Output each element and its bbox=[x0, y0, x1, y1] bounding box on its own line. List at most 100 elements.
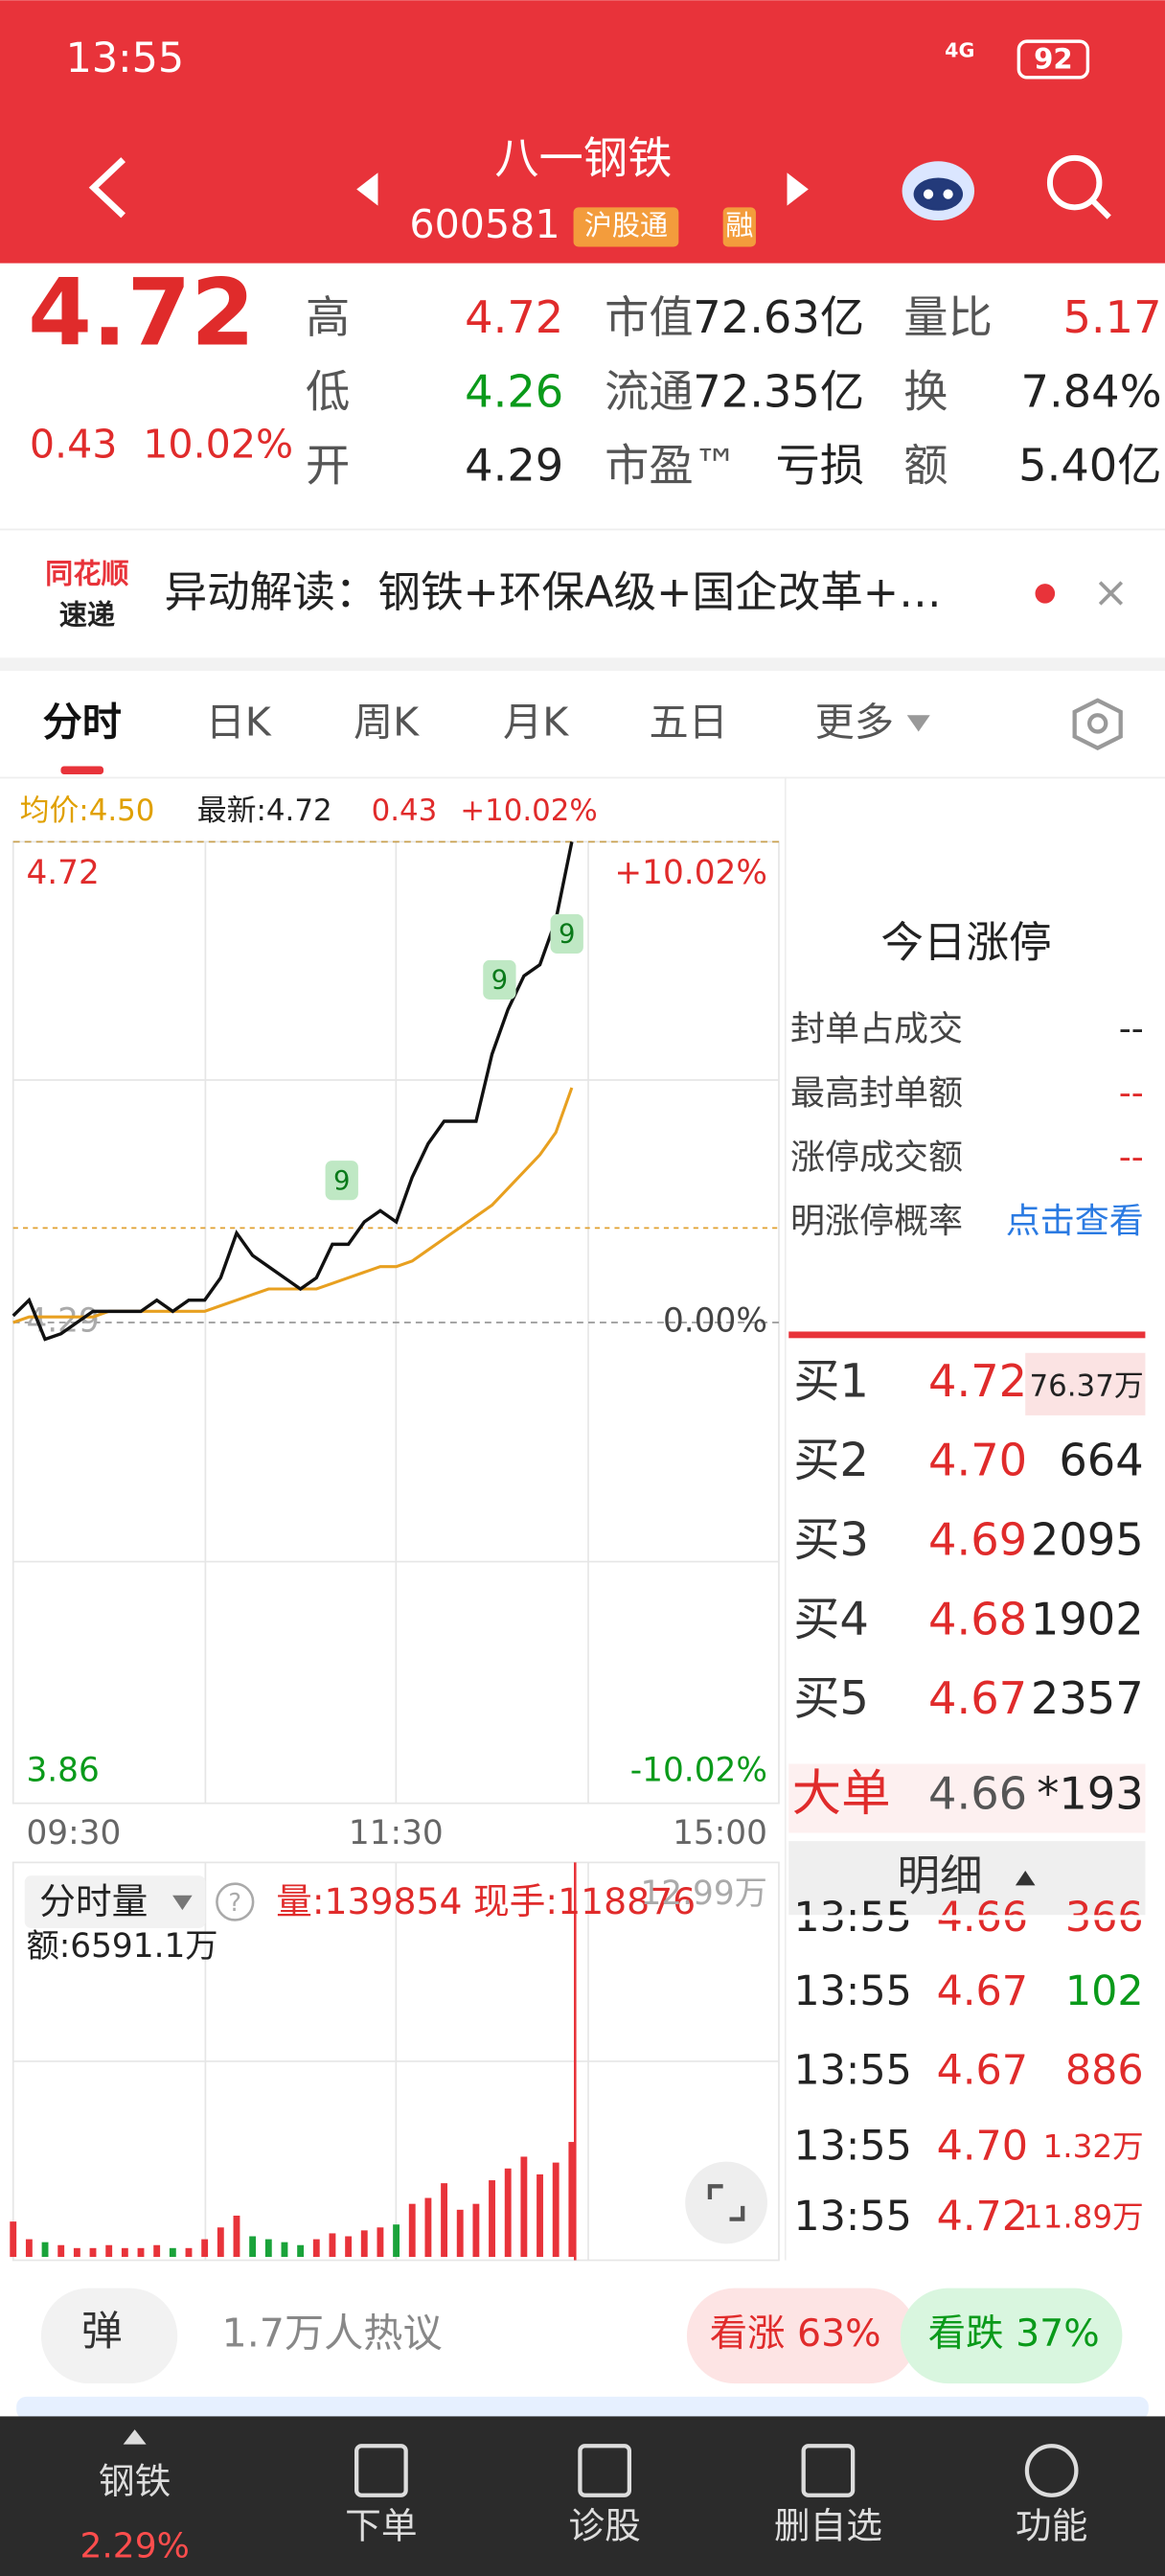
volume-bar bbox=[105, 2244, 113, 2258]
trade-vol: 11.89万 bbox=[1023, 2199, 1144, 2236]
bid-name: 买5 bbox=[793, 1672, 869, 1726]
big-order-price: 4.66 bbox=[928, 1767, 1027, 1819]
stock-code: 600581 bbox=[409, 201, 560, 247]
big-order-bg bbox=[788, 1763, 1146, 1833]
settings-icon[interactable] bbox=[1072, 698, 1123, 750]
bid-vol: 2357 bbox=[1031, 1672, 1144, 1724]
trade-mask bbox=[788, 1915, 1146, 1920]
tab: 日K bbox=[206, 700, 272, 746]
signal-badge bbox=[325, 1161, 358, 1201]
volume-bar bbox=[73, 2247, 80, 2258]
news-logo bbox=[40, 555, 135, 635]
tab: 更多 bbox=[815, 700, 894, 746]
next-stock[interactable] bbox=[787, 172, 809, 206]
tab-underline bbox=[60, 766, 104, 775]
news-source: 速递 bbox=[59, 598, 115, 631]
trade-time: 13:55 bbox=[793, 2046, 912, 2094]
assistant-icon[interactable] bbox=[902, 161, 975, 221]
stat-label: 市值 bbox=[605, 291, 694, 343]
stat-label: 开 bbox=[306, 440, 350, 492]
search-icon[interactable] bbox=[1046, 154, 1111, 219]
expand-icon bbox=[707, 2184, 745, 2221]
dropdown-arrow bbox=[906, 715, 930, 732]
nav-sector-pct: 2.29% bbox=[80, 2527, 189, 2566]
panel-value: -- bbox=[1119, 1010, 1144, 1049]
stat-value: 72.63亿 bbox=[693, 291, 864, 343]
battery: 92 bbox=[1034, 43, 1073, 76]
volume-selector[interactable] bbox=[24, 1875, 206, 1929]
trade-price: 4.67 bbox=[937, 2046, 1028, 2094]
latest-info: 最新:4.72 bbox=[197, 794, 332, 828]
prev-stock[interactable] bbox=[356, 172, 378, 206]
news-source: 同花顺 bbox=[45, 558, 128, 590]
change-pct: 10.02% bbox=[143, 422, 293, 468]
volume-bar bbox=[472, 2203, 480, 2258]
bid-price: 4.67 bbox=[928, 1672, 1027, 1724]
signal-badge-text: 9 bbox=[333, 1166, 350, 1196]
panel-value: -- bbox=[1119, 1138, 1144, 1177]
nav-arrow[interactable] bbox=[123, 2429, 147, 2445]
volume-total: 量:139854 bbox=[276, 1880, 462, 1922]
volume-bar bbox=[489, 2180, 495, 2258]
volume-bar bbox=[568, 2142, 576, 2258]
tab: 月K bbox=[503, 700, 569, 746]
panel-label: 封单占成交 bbox=[790, 1010, 963, 1049]
price-line bbox=[11, 841, 574, 1342]
help-icon[interactable] bbox=[216, 1882, 255, 1921]
news-text: 异动解读：钢铁+环保A级+国企改革+… bbox=[165, 567, 942, 617]
detail-bar[interactable] bbox=[788, 1841, 1146, 1916]
volume-bar bbox=[137, 2247, 145, 2258]
trade-price: 4.72 bbox=[937, 2193, 1028, 2241]
volume-bar bbox=[10, 2221, 17, 2258]
pct-info: +10.02% bbox=[460, 794, 598, 828]
nav-icon bbox=[801, 2444, 856, 2497]
close-news[interactable]: × bbox=[1093, 567, 1129, 617]
volume-bar bbox=[393, 2224, 400, 2258]
bid-price: 4.68 bbox=[928, 1593, 1027, 1644]
trade-price: 4.70 bbox=[937, 2122, 1028, 2170]
tag-bg bbox=[573, 207, 679, 247]
volume-bar bbox=[329, 2233, 336, 2258]
panel-label: 最高封单额 bbox=[790, 1073, 963, 1113]
volume-bar bbox=[89, 2247, 97, 2258]
volume-bar bbox=[408, 2203, 416, 2258]
change-info: 0.43 bbox=[372, 794, 438, 828]
stat-value: 亏损 bbox=[776, 440, 865, 492]
signal-badge bbox=[483, 959, 516, 1000]
volume-bar bbox=[169, 2247, 176, 2258]
bid-vol: 76.37万 bbox=[1029, 1368, 1143, 1403]
bid-name: 买2 bbox=[793, 1434, 869, 1487]
volume-arrow bbox=[172, 1895, 193, 1911]
bid-vol: 2095 bbox=[1031, 1514, 1144, 1566]
tab: 周K bbox=[354, 700, 420, 746]
nav-item: 诊股 bbox=[568, 2505, 640, 2547]
volume-bar bbox=[264, 2239, 272, 2258]
trade-vol: 102 bbox=[1065, 1967, 1144, 2015]
tab: 五日 bbox=[649, 700, 727, 746]
volume-bar bbox=[57, 2244, 65, 2258]
volume-title: 分时量 bbox=[39, 1880, 148, 1922]
bid-price: 4.69 bbox=[928, 1514, 1027, 1566]
panel-value: 点击查看 bbox=[1006, 1202, 1144, 1241]
stat-label: 高 bbox=[306, 291, 350, 343]
barrage-button[interactable] bbox=[40, 2288, 178, 2384]
expand-button[interactable] bbox=[685, 2161, 767, 2244]
bear-button[interactable] bbox=[900, 2288, 1123, 2384]
help-mark: ? bbox=[228, 1889, 241, 1918]
volume-bar bbox=[25, 2239, 33, 2258]
back-button[interactable] bbox=[88, 157, 126, 218]
volume-bar bbox=[121, 2247, 128, 2258]
bull-button[interactable] bbox=[686, 2288, 918, 2384]
stat-label: 量比 bbox=[903, 291, 993, 343]
bid-name: 买3 bbox=[793, 1513, 869, 1567]
detail-arrow bbox=[1015, 1871, 1036, 1886]
volume-bar bbox=[153, 2244, 161, 2258]
volume-max: 12.99万 bbox=[640, 1874, 766, 1913]
volume-bar bbox=[41, 2242, 49, 2258]
volume-bar bbox=[185, 2247, 193, 2258]
stat-value: 5.40亿 bbox=[1018, 440, 1161, 492]
tag: 沪股通 bbox=[584, 209, 668, 242]
signal-badge-text: 9 bbox=[559, 920, 575, 950]
barrage: 弹 bbox=[81, 2308, 123, 2356]
